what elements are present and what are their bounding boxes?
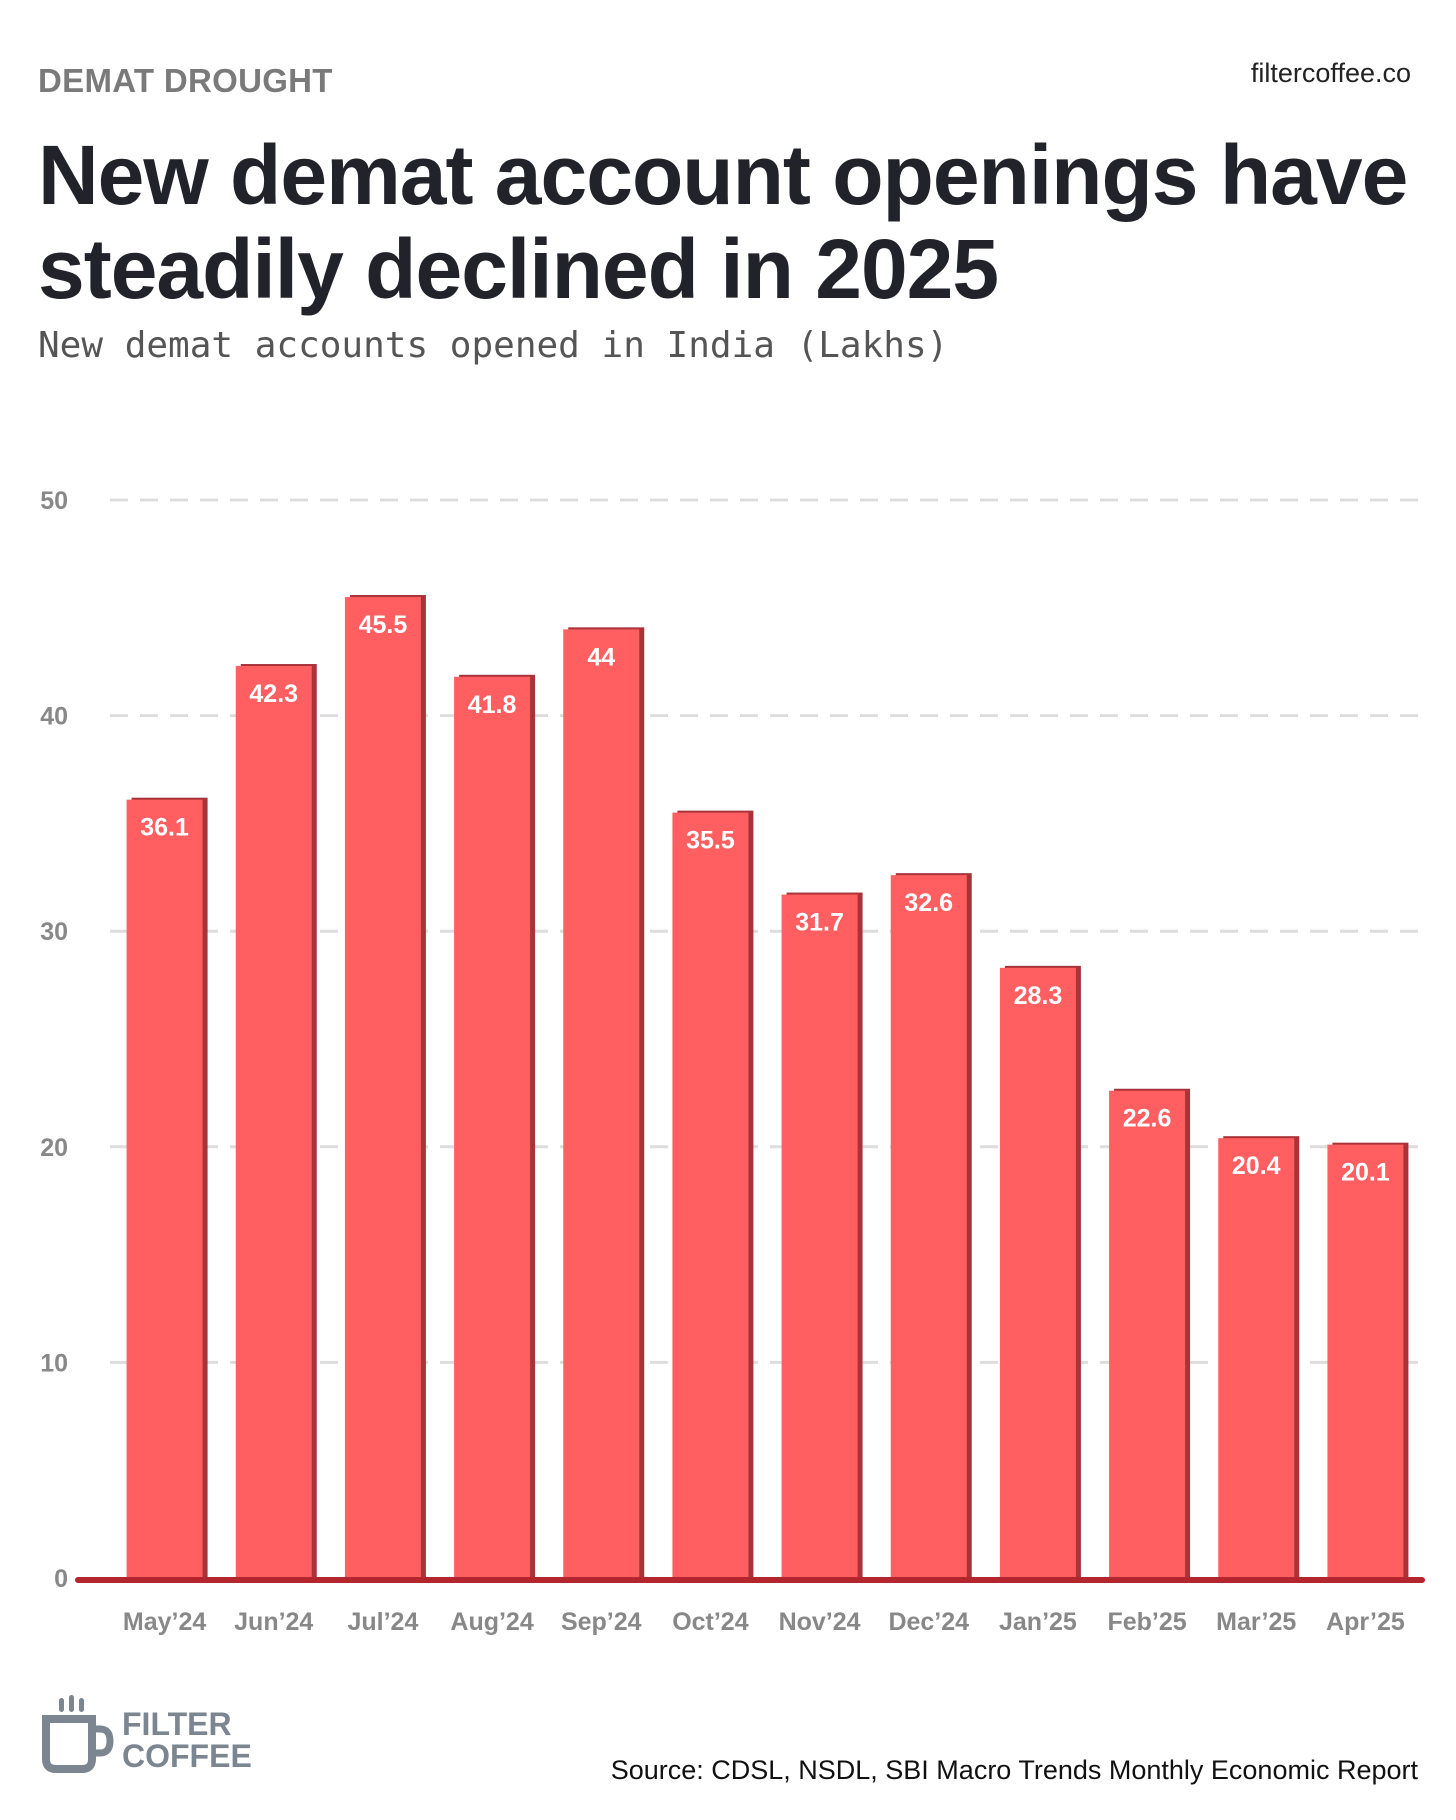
data-label: 41.8: [468, 691, 517, 719]
x-tick-label: Mar’25: [1216, 1608, 1296, 1636]
x-tick-label: Sep’24: [561, 1608, 642, 1636]
data-label: 32.6: [904, 889, 953, 917]
kicker: DEMAT DROUGHT: [38, 62, 333, 99]
data-label: 22.6: [1123, 1105, 1172, 1133]
bar: [672, 812, 749, 1578]
x-tick-label: Feb’25: [1107, 1608, 1186, 1636]
source-note: Source: CDSL, NSDL, SBI Macro Trends Mon…: [610, 1755, 1418, 1785]
bar-chart: 0 10 20 30 40 50 36.1 May’24 42.3 Jun’24 45.5 Jul’2…: [40, 487, 1425, 1636]
bar: [781, 894, 858, 1578]
data-label: 35.5: [686, 827, 735, 855]
data-label: 42.3: [249, 680, 298, 708]
x-tick-label: Apr’25: [1326, 1608, 1405, 1636]
x-tick-label: Jun’24: [234, 1608, 313, 1636]
x-tick-label: Jul’24: [347, 1608, 418, 1636]
y-tick-label: 40: [40, 703, 68, 731]
bar: [235, 666, 312, 1578]
y-tick-label: 30: [40, 918, 68, 946]
x-tick-label: May’24: [123, 1608, 206, 1636]
y-tick-label: 0: [54, 1565, 68, 1593]
bar: [1109, 1090, 1186, 1578]
x-tick-label: Aug’24: [450, 1608, 533, 1636]
y-tick-label: 10: [40, 1349, 68, 1377]
data-label: 28.3: [1014, 982, 1063, 1010]
x-tick-label: Jan’25: [999, 1608, 1077, 1636]
bar: [344, 597, 421, 1578]
data-label: 44: [587, 643, 615, 671]
logo-line-1: FILTER: [122, 1706, 232, 1742]
x-tick-label: Oct’24: [672, 1608, 749, 1636]
filter-coffee-logo: FILTER COFFEE: [42, 1695, 252, 1774]
data-label: 20.4: [1232, 1152, 1281, 1180]
bar: [1218, 1138, 1295, 1578]
bar: [1327, 1144, 1404, 1578]
logo-line-2: COFFEE: [122, 1738, 252, 1774]
data-label: 20.1: [1341, 1159, 1390, 1187]
data-label: 36.1: [140, 814, 189, 842]
bar: [890, 875, 967, 1578]
brand-url[interactable]: filtercoffee.co: [1250, 58, 1411, 88]
data-label: 45.5: [359, 611, 408, 639]
coffee-cup-icon: [42, 1695, 114, 1773]
bar: [126, 799, 203, 1578]
x-tick-label: Dec’24: [888, 1608, 969, 1636]
y-tick-label: 20: [40, 1134, 68, 1162]
bar: [454, 676, 531, 1578]
y-tick-label: 50: [40, 487, 68, 515]
chart-title: New demat account openings have steadily…: [38, 128, 1408, 316]
data-label: 31.7: [795, 909, 844, 937]
chart-subtitle: New demat accounts opened in India (Lakh…: [38, 325, 949, 366]
x-tick-label: Nov’24: [779, 1608, 861, 1636]
bar: [999, 967, 1076, 1578]
bar: [563, 629, 640, 1578]
